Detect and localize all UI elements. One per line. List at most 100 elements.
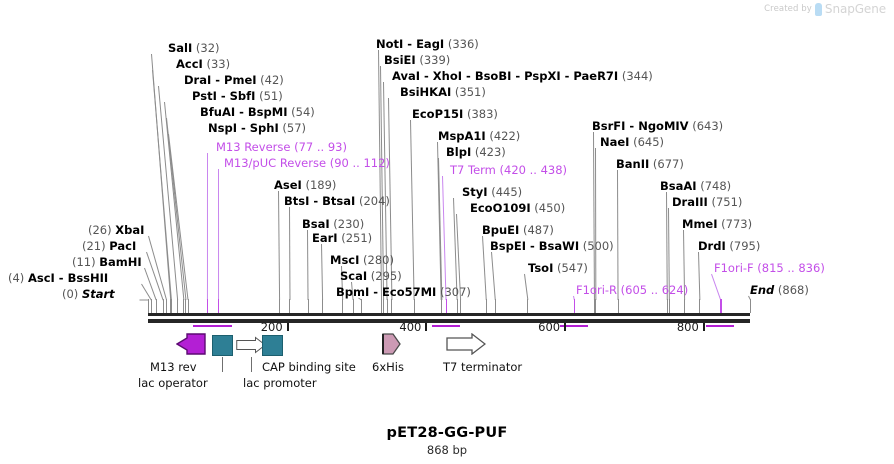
site-label-bspei-bsawi[interactable]: BspEI - BsaWI (500): [490, 240, 614, 252]
restriction-site-tick[interactable]: [352, 299, 354, 313]
primer-site-tick[interactable]: [720, 299, 722, 313]
restriction-site-tick[interactable]: [148, 299, 149, 313]
restriction-site-tick[interactable]: [360, 299, 362, 313]
feature-glyph-t7-terminator[interactable]: [446, 332, 487, 356]
primer-site-tick[interactable]: [445, 299, 447, 313]
restriction-site-tick[interactable]: [342, 299, 344, 313]
site-label-nspi-sphi[interactable]: NspI - SphI (57): [208, 122, 306, 134]
restriction-site-tick[interactable]: [494, 299, 496, 313]
restriction-site-tick[interactable]: [307, 299, 309, 313]
site-label-bpmi-eco57[interactable]: BpmI - Eco57MI (307): [336, 286, 471, 298]
site-label-bamhi[interactable]: (11) BamHI: [72, 256, 142, 268]
site-label-f1ori-f[interactable]: F1ori-F (815 .. 836): [714, 262, 825, 274]
site-label-xbai[interactable]: (26) XbaI: [88, 224, 144, 236]
site-label-sali[interactable]: SalI (32): [168, 42, 220, 54]
site-label-blpi[interactable]: BlpI (423): [446, 146, 506, 158]
restriction-site-tick[interactable]: [595, 299, 597, 313]
restriction-site-tick[interactable]: [460, 299, 462, 313]
site-label-drai-pmei[interactable]: DraI - PmeI (42): [184, 74, 284, 86]
site-label-bpuei[interactable]: BpuEI (487): [482, 224, 554, 236]
site-label-m13rev[interactable]: M13 Reverse (77 .. 93): [216, 141, 347, 153]
restriction-site-tick[interactable]: [527, 299, 529, 313]
site-label-name: PstI - SbfI: [192, 89, 256, 103]
feature-glyph-lac-operator[interactable]: [212, 335, 233, 356]
restriction-site-tick[interactable]: [170, 299, 172, 313]
restriction-site-tick[interactable]: [456, 299, 458, 313]
site-label-avai[interactable]: AvaI - XhoI - BsoBI - PspXI - PaeR7I (34…: [392, 70, 653, 82]
restriction-site-tick[interactable]: [322, 299, 324, 313]
site-label-t7term[interactable]: T7 Term (420 .. 438): [450, 164, 567, 176]
site-label-ecop15i[interactable]: EcoP15I (383): [412, 108, 498, 120]
restriction-site-tick[interactable]: [289, 299, 291, 313]
site-label-tsoi[interactable]: TsoI (547): [528, 262, 588, 274]
restriction-site-tick[interactable]: [183, 299, 185, 313]
restriction-site-tick[interactable]: [593, 299, 595, 313]
site-label-draiii[interactable]: DraIII (751): [672, 196, 742, 208]
restriction-site-tick[interactable]: [391, 299, 393, 313]
restriction-site-tick[interactable]: [162, 299, 164, 313]
restriction-site-tick[interactable]: [668, 299, 670, 313]
restriction-site-tick[interactable]: [177, 299, 179, 313]
restriction-site-tick[interactable]: [166, 299, 168, 313]
site-label-bsaai[interactable]: BsaAI (748): [660, 180, 731, 192]
restriction-site-tick[interactable]: [279, 299, 281, 313]
restriction-site-tick[interactable]: [187, 299, 189, 313]
site-label-paci[interactable]: (21) PacI: [82, 240, 136, 252]
site-label-psti-sbfi[interactable]: PstI - SbfI (51): [192, 90, 283, 102]
site-label-mspa1i[interactable]: MspA1I (422): [438, 130, 520, 142]
restriction-site-tick[interactable]: [485, 299, 487, 313]
restriction-site-tick[interactable]: [666, 299, 668, 313]
site-label-end[interactable]: End (868): [750, 284, 809, 296]
site-label-bfuai-bspmi[interactable]: BfuAI - BspMI (54): [200, 106, 315, 118]
site-label-asei[interactable]: AseI (189): [274, 179, 336, 191]
restriction-site-tick[interactable]: [684, 299, 686, 313]
primer-site-tick[interactable]: [206, 299, 209, 313]
site-label-noti-eagi[interactable]: NotI - EagI (336): [376, 38, 479, 50]
site-label-eari[interactable]: EarI (251): [312, 232, 372, 244]
restriction-site-tick[interactable]: [441, 299, 443, 313]
restriction-site-tick[interactable]: [699, 299, 701, 313]
site-label-btsi-btsai[interactable]: BtsI - BtsaI (204): [284, 195, 390, 207]
site-label-asci-bsshii[interactable]: (4) AscI - BssHII: [8, 272, 108, 284]
site-label-name: NspI - SphI: [208, 121, 279, 135]
site-label-msci[interactable]: MscI (280): [330, 254, 394, 266]
restriction-site-tick[interactable]: [155, 299, 157, 313]
feature-glyph-cap-binding[interactable]: [262, 335, 283, 356]
site-label-ecoo109i[interactable]: EcoO109I (450): [470, 202, 565, 214]
site-label-m13puc[interactable]: M13/pUC Reverse (90 .. 112): [224, 157, 390, 169]
restriction-site-tick[interactable]: [150, 299, 152, 313]
site-label-drdi[interactable]: DrdI (795): [698, 240, 760, 252]
site-label-start[interactable]: (0) Start: [62, 288, 115, 300]
site-label-position: (21): [82, 239, 106, 253]
restriction-site-tick[interactable]: [383, 299, 385, 313]
site-label-position: (90 .. 112): [326, 156, 390, 170]
site-label-f1ori-r[interactable]: F1ori-R (605 .. 624): [576, 284, 688, 296]
feature-glyph-lac-promoter[interactable]: [236, 335, 267, 355]
feature-glyph-6xhis[interactable]: [381, 333, 401, 355]
site-label-bsrfi-ngo[interactable]: BsrFI - NgoMIV (643): [592, 120, 723, 132]
feature-glyph-m13rev-feat[interactable]: [175, 333, 206, 355]
restriction-site-tick[interactable]: [185, 299, 187, 313]
restriction-site-tick[interactable]: [440, 299, 442, 313]
site-label-mmei[interactable]: MmeI (773): [682, 218, 752, 230]
site-label-bsihkai[interactable]: BsiHKAI (351): [400, 86, 486, 98]
site-label-bsiei[interactable]: BsiEI (339): [384, 54, 450, 66]
watermark-prefix: Created by: [764, 4, 812, 14]
site-label-acci[interactable]: AccI (33): [176, 58, 230, 70]
site-label-naei[interactable]: NaeI (645): [600, 136, 664, 148]
site-label-scai[interactable]: ScaI (295): [340, 270, 402, 282]
site-label-bsai[interactable]: BsaI (230): [302, 218, 364, 230]
restriction-site-tick[interactable]: [617, 299, 619, 313]
primer-site-tick[interactable]: [573, 299, 576, 313]
restriction-site-tick[interactable]: [170, 299, 172, 313]
restriction-site-tick[interactable]: [413, 299, 415, 313]
site-label-name: Start: [81, 287, 115, 301]
site-label-position: (423): [471, 145, 506, 159]
plasmid-backbone[interactable]: [148, 313, 750, 323]
site-label-banii[interactable]: BanII (677): [616, 158, 684, 170]
restriction-site-tick[interactable]: [750, 299, 751, 313]
restriction-site-tick[interactable]: [381, 299, 383, 313]
restriction-site-tick[interactable]: [386, 299, 388, 313]
site-label-styi[interactable]: StyI (445): [462, 186, 522, 198]
primer-site-tick[interactable]: [218, 299, 220, 313]
